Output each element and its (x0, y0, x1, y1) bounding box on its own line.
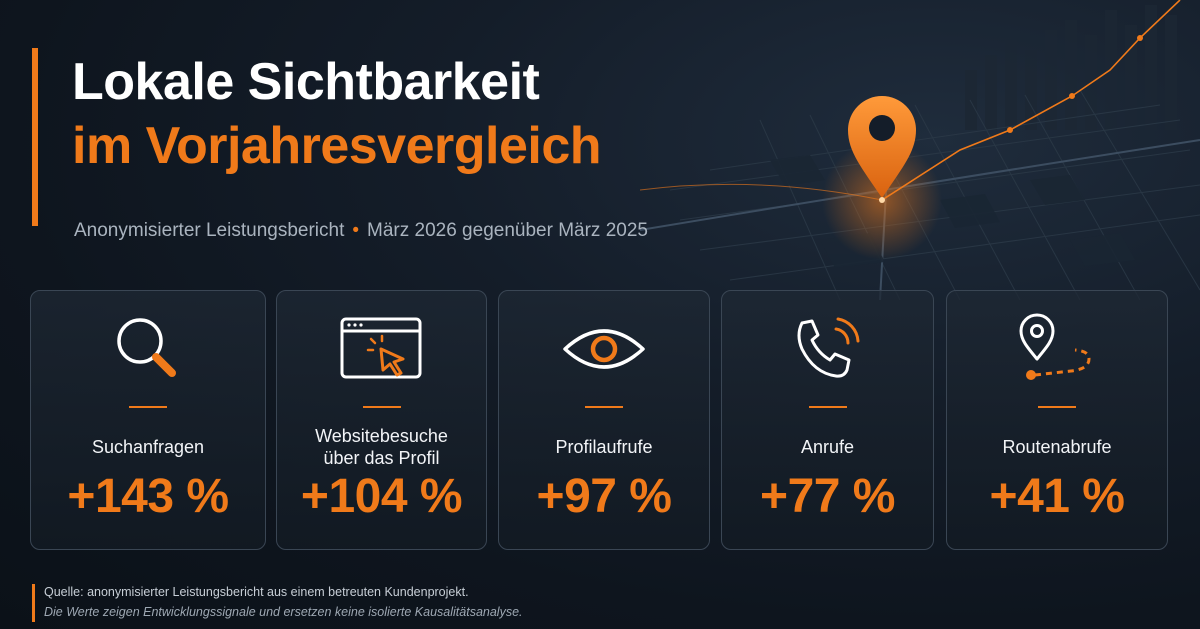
trend-points (1007, 35, 1143, 133)
metric-value: +104 % (300, 470, 463, 523)
metric-value: +77 % (760, 470, 895, 523)
subtitle-report-name: Anonymisierter Leistungsbericht (74, 220, 345, 241)
card-separator (362, 406, 401, 408)
card-separator (1038, 406, 1076, 408)
title-line-1: Lokale Sichtbarkeit (72, 53, 540, 111)
metric-label: Websitebesuche über das Profil (315, 426, 448, 468)
metric-card-searches: Suchanfragen +143 % (30, 290, 266, 550)
card-separator (129, 406, 167, 408)
metric-label: Suchanfragen (91, 437, 205, 457)
metric-card-profile-views: Profilaufrufe +97 % (498, 290, 710, 550)
card-separator (808, 406, 847, 408)
subtitle-separator: • (352, 220, 360, 241)
eye-icon (499, 313, 709, 385)
card-separator (585, 406, 623, 408)
map-background-illustration (640, 0, 1200, 300)
footer-accent-bar (32, 584, 35, 622)
phone-call-icon (722, 313, 933, 385)
bar-silhouettes (965, 5, 1177, 130)
metric-value: +143 % (67, 470, 229, 523)
title-accent-bar (32, 48, 38, 226)
metric-value: +97 % (536, 470, 672, 523)
location-pin-icon (848, 96, 916, 203)
magnifier-icon (31, 313, 265, 385)
page-title: Lokale Sichtbarkeit im Vorjahresvergleic… (72, 50, 602, 178)
metric-label: Profilaufrufe (555, 437, 653, 457)
metric-label: Anrufe (800, 437, 855, 457)
metric-label: Routenabrufe (1002, 437, 1112, 457)
footer-disclaimer: Die Werte zeigen Entwicklungssignale und… (44, 605, 523, 619)
subtitle-period: März 2026 gegenüber März 2025 (367, 220, 648, 241)
title-line-2: im Vorjahresvergleich (72, 117, 602, 175)
metric-card-calls: Anrufe +77 % (721, 290, 934, 550)
metric-value: +41 % (989, 470, 1125, 523)
footer-source: Quelle: anonymisierter Leistungsbericht … (44, 585, 469, 599)
metric-card-website-visits: Websitebesuche über das Profil +104 % (276, 290, 487, 550)
route-pin-icon (947, 313, 1167, 385)
metric-card-route-requests: Routenabrufe +41 % (946, 290, 1168, 550)
browser-cursor-icon (277, 313, 486, 385)
subtitle: Anonymisierter Leistungsbericht • März 202… (74, 220, 648, 242)
